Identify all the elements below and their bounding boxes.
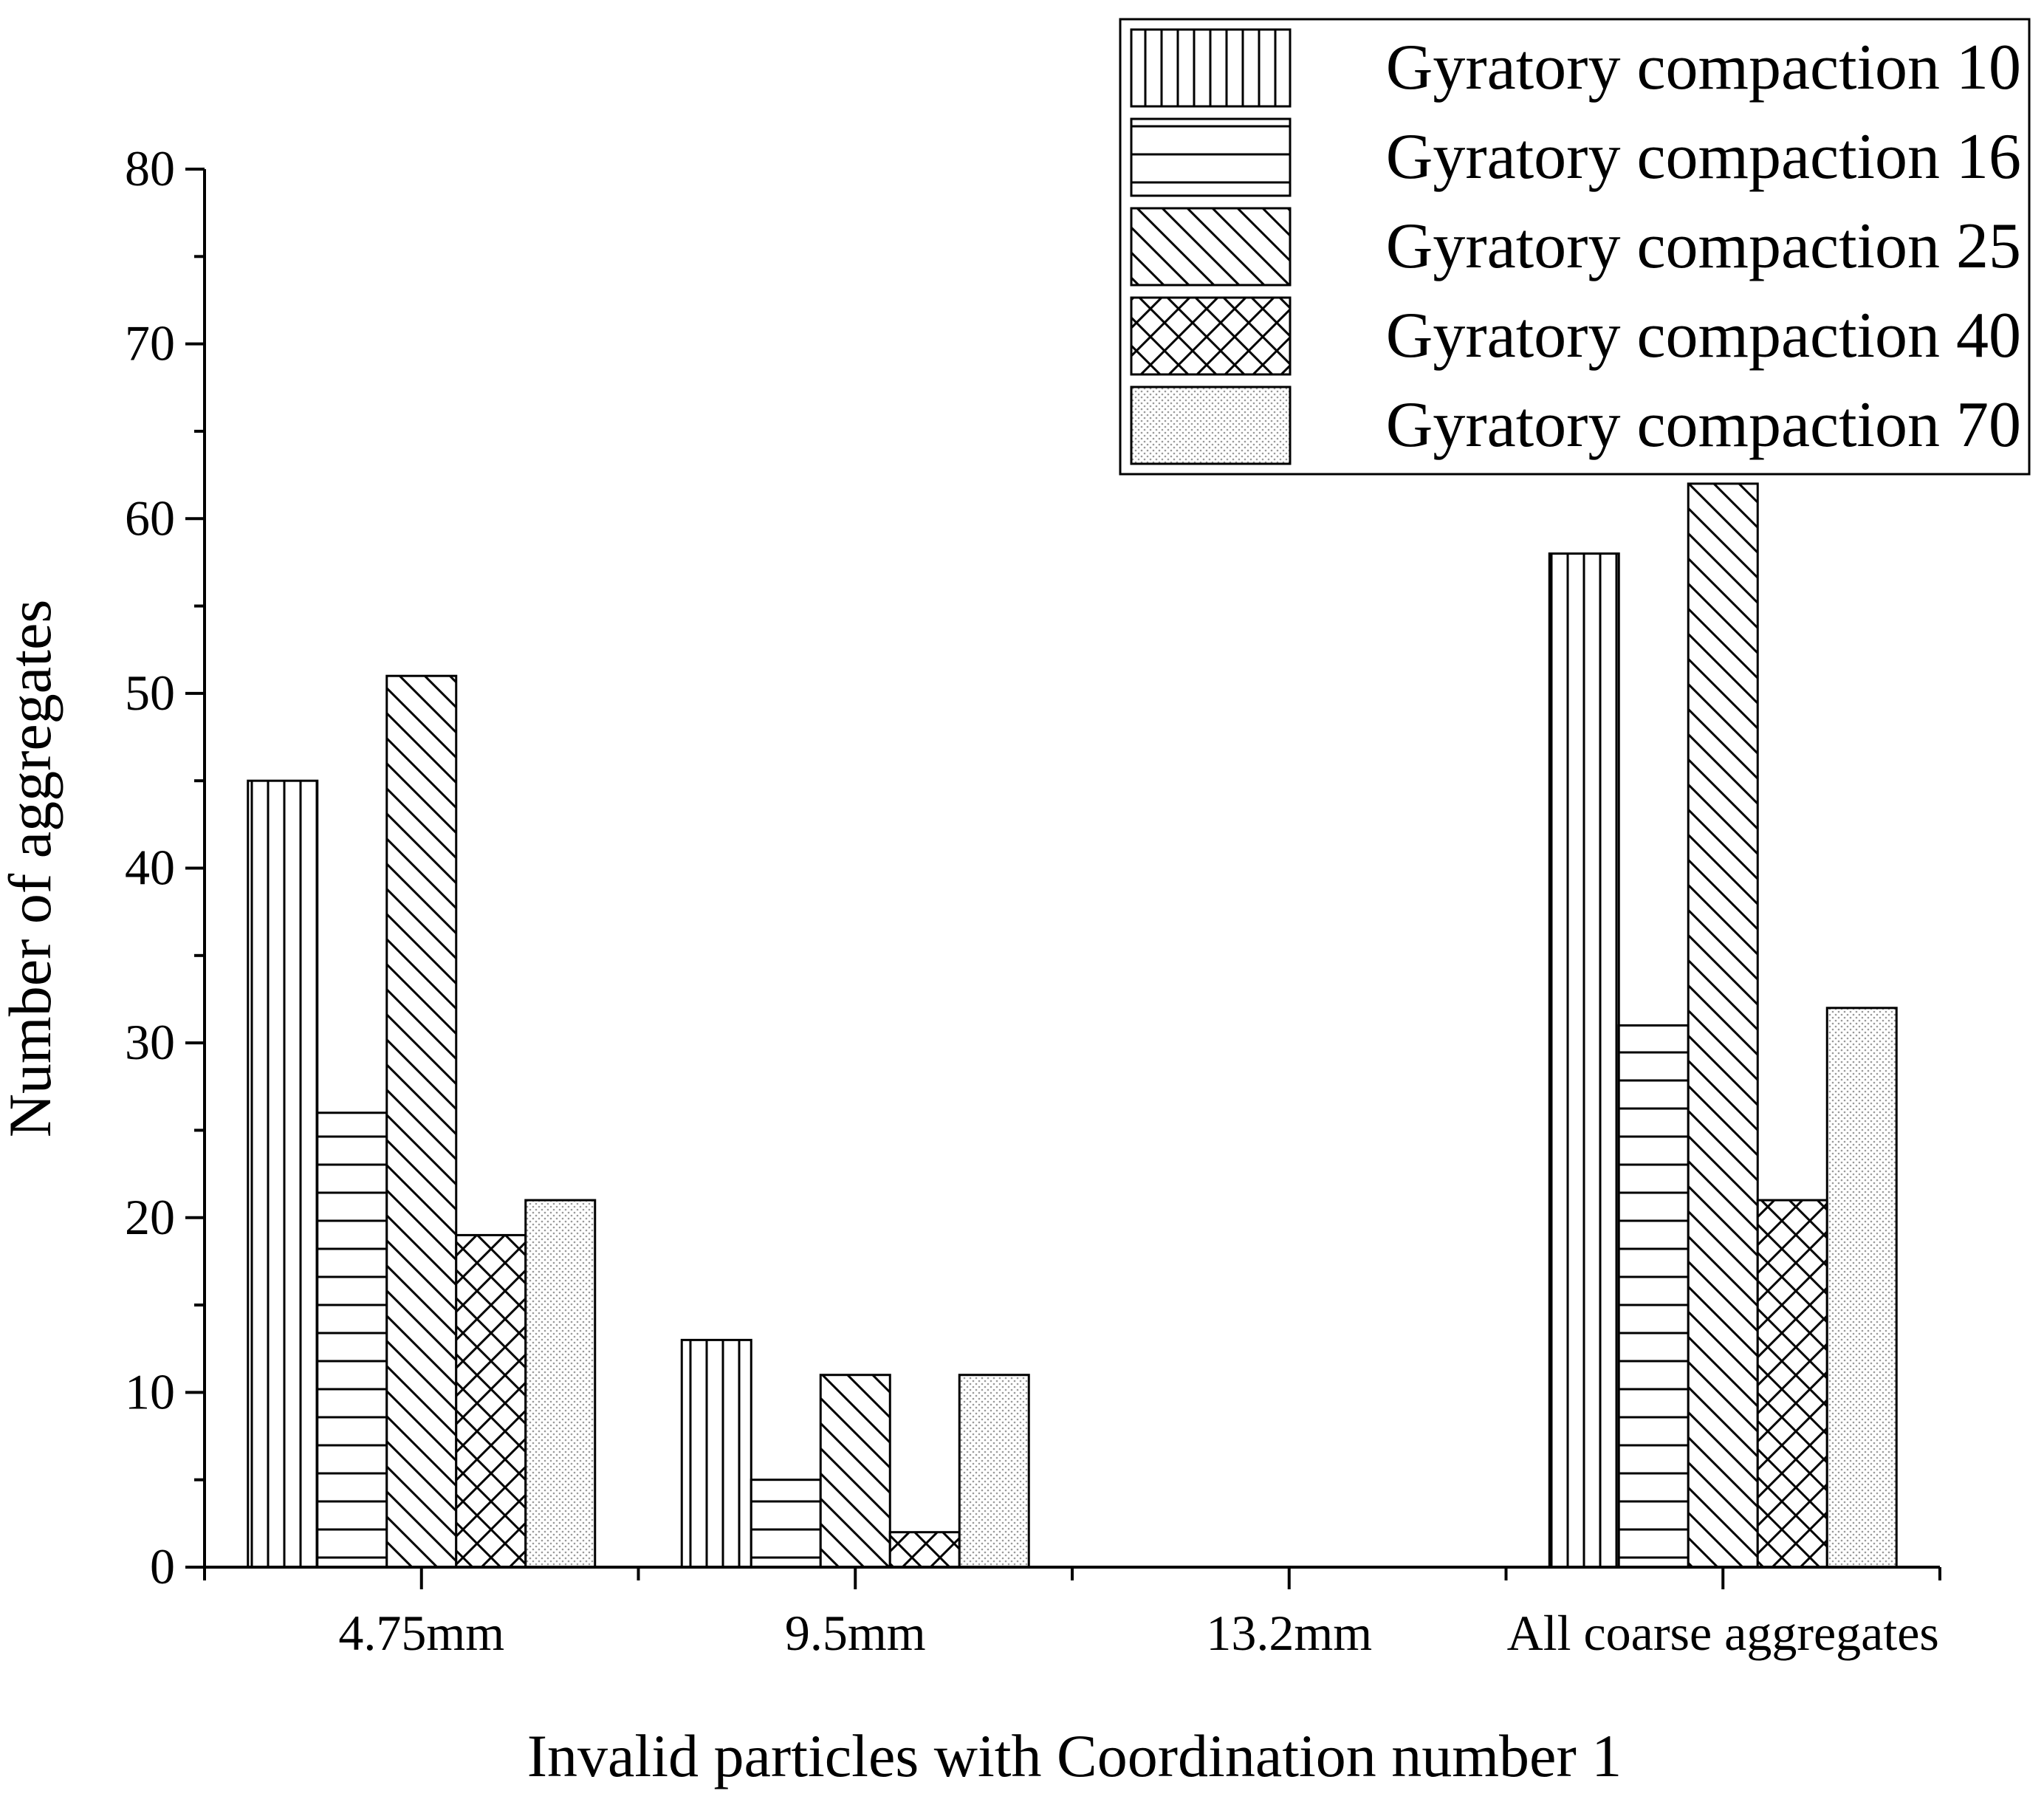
bar-2-4 [888, 1531, 961, 1569]
bar-2-5 [958, 1374, 1030, 1569]
x-tick-label: All coarse aggregates [1507, 1605, 1939, 1661]
y-tick-label: 30 [125, 1014, 175, 1070]
legend-swatch-5 [1130, 386, 1292, 465]
bar-4-4 [1756, 1199, 1828, 1569]
bar-2-1 [680, 1338, 752, 1569]
legend-swatch-3 [1130, 207, 1292, 287]
bar-1-4 [455, 1233, 527, 1569]
legend-label-3: Gyratory compaction 25 [1386, 210, 2021, 282]
legend-swatch-2 [1130, 117, 1292, 197]
bar-1-3 [385, 674, 458, 1569]
x-tick-label: 9.5mm [785, 1605, 926, 1661]
legend: Gyratory compaction 10 Gyratory compactio… [1119, 18, 2031, 476]
y-tick-label: 50 [125, 665, 175, 721]
bar-4-5 [1825, 1007, 1898, 1569]
legend-swatch-1 [1130, 28, 1292, 108]
legend-swatch-4 [1130, 296, 1292, 376]
bar-4-1 [1548, 552, 1620, 1569]
y-tick-label: 70 [125, 315, 175, 371]
y-tick-label: 80 [125, 140, 175, 196]
legend-label-1: Gyratory compaction 10 [1386, 32, 2021, 103]
bar-4-2 [1617, 1024, 1690, 1569]
y-tick-label: 20 [125, 1189, 175, 1245]
bar-1-1 [247, 779, 319, 1569]
y-tick-label: 0 [150, 1538, 175, 1594]
x-tick-label: 4.75mm [338, 1605, 504, 1661]
bar-2-2 [750, 1479, 822, 1569]
y-tick-label: 60 [125, 490, 175, 546]
legend-label-4: Gyratory compaction 40 [1386, 300, 2021, 371]
x-axis-title: Invalid particles with Coordination numb… [527, 1722, 1622, 1789]
legend-items: Gyratory compaction 10 Gyratory compactio… [1130, 28, 2021, 465]
y-axis-title: Number of aggregates [0, 600, 64, 1138]
y-tick-label: 40 [125, 840, 175, 896]
labels-layer: 0 10 20 30 40 50 60 70 80 4.75mm 9.5mm 13.2mm All co… [125, 140, 1939, 1661]
legend-label-5: Gyratory compaction 70 [1386, 389, 2021, 461]
bars-layer [247, 482, 1898, 1569]
axes-layer [185, 168, 1941, 1589]
legend-label-2: Gyratory compaction 16 [1386, 121, 2021, 193]
bar-1-2 [316, 1111, 388, 1569]
bar-2-3 [819, 1374, 891, 1569]
x-tick-label: 13.2mm [1206, 1605, 1372, 1661]
bar-1-5 [524, 1199, 597, 1569]
bar-4-3 [1687, 482, 1759, 1569]
y-tick-label: 10 [125, 1363, 175, 1419]
